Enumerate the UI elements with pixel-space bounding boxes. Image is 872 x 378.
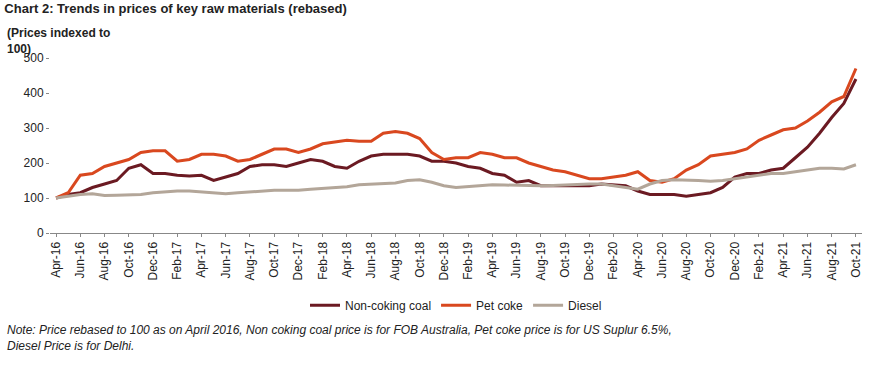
- svg-text:Jun-20: Jun-20: [655, 241, 669, 278]
- svg-text:Oct-17: Oct-17: [267, 241, 281, 277]
- svg-text:Note: Price rebased to 100 as: Note: Price rebased to 100 as on April 2…: [7, 323, 672, 353]
- svg-text:500: 500: [24, 51, 44, 65]
- svg-text:Dec-17: Dec-17: [291, 241, 305, 280]
- svg-text:Dec-16: Dec-16: [146, 241, 160, 280]
- svg-text:Jun-18: Jun-18: [364, 241, 378, 278]
- svg-text:Aug-20: Aug-20: [679, 241, 693, 280]
- svg-text:Non-coking coal: Non-coking coal: [345, 299, 431, 313]
- svg-text:Aug-21: Aug-21: [825, 241, 839, 280]
- svg-text:Oct-18: Oct-18: [413, 241, 427, 277]
- svg-text:Jun-19: Jun-19: [510, 241, 524, 278]
- svg-text:100: 100: [24, 191, 44, 205]
- svg-text:Oct-21: Oct-21: [849, 241, 863, 277]
- svg-text:Dec-19: Dec-19: [582, 241, 596, 280]
- svg-text:Oct-19: Oct-19: [558, 241, 572, 277]
- svg-text:300: 300: [24, 121, 44, 135]
- svg-text:Pet coke: Pet coke: [476, 299, 523, 313]
- svg-text:Apr-20: Apr-20: [631, 241, 645, 277]
- svg-text:(Prices indexed to100): (Prices indexed to100): [7, 26, 110, 56]
- svg-text:Aug-16: Aug-16: [97, 241, 111, 280]
- svg-text:Aug-17: Aug-17: [243, 241, 257, 280]
- svg-text:Feb-18: Feb-18: [316, 241, 330, 279]
- svg-text:400: 400: [24, 86, 44, 100]
- svg-text:Jun-21: Jun-21: [800, 241, 814, 278]
- svg-text:Oct-20: Oct-20: [703, 241, 717, 277]
- svg-text:0: 0: [37, 226, 44, 240]
- svg-text:Feb-17: Feb-17: [170, 241, 184, 279]
- svg-text:Apr-18: Apr-18: [340, 241, 354, 277]
- svg-text:200: 200: [24, 156, 44, 170]
- svg-text:Apr-21: Apr-21: [776, 241, 790, 277]
- svg-text:Chart 2: Trends in prices of k: Chart 2: Trends in prices of key raw mat…: [4, 1, 346, 16]
- svg-text:Feb-21: Feb-21: [752, 241, 766, 279]
- svg-text:Aug-18: Aug-18: [388, 241, 402, 280]
- svg-text:Feb-19: Feb-19: [461, 241, 475, 279]
- svg-text:Dec-20: Dec-20: [728, 241, 742, 280]
- svg-text:Apr-19: Apr-19: [485, 241, 499, 277]
- svg-text:Dec-18: Dec-18: [437, 241, 451, 280]
- svg-text:Diesel: Diesel: [568, 299, 601, 313]
- svg-text:Jun-17: Jun-17: [219, 241, 233, 278]
- svg-text:Aug-19: Aug-19: [534, 241, 548, 280]
- svg-text:Jun-16: Jun-16: [73, 241, 87, 278]
- svg-text:Oct-16: Oct-16: [122, 241, 136, 277]
- svg-text:Feb-20: Feb-20: [606, 241, 620, 279]
- svg-text:Apr-16: Apr-16: [49, 241, 63, 277]
- svg-text:Apr-17: Apr-17: [194, 241, 208, 277]
